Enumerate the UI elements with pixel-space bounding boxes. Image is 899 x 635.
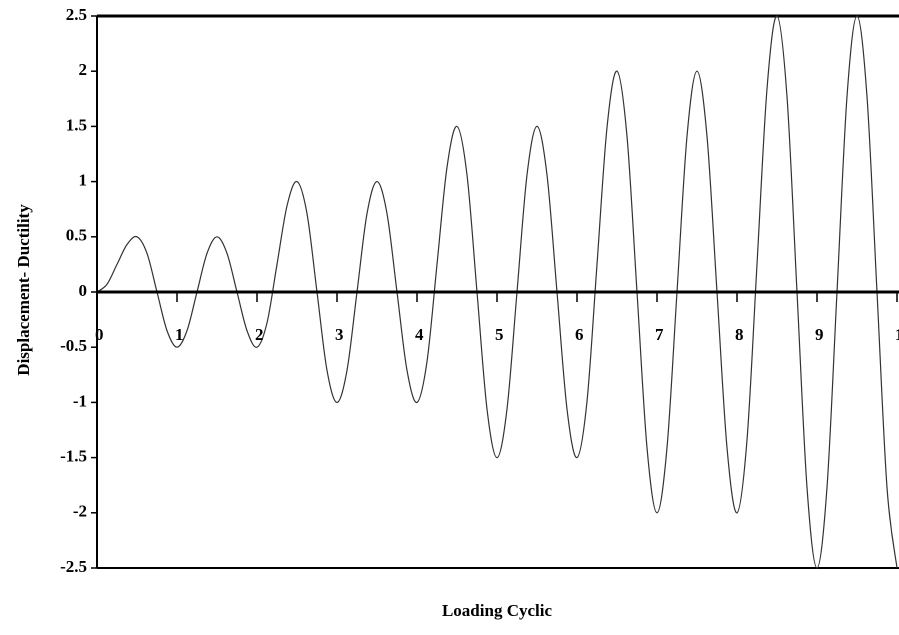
y-tick-label: 1.5 (66, 115, 87, 134)
x-tick-label: 0 (95, 325, 104, 344)
x-tick-label: 4 (415, 325, 424, 344)
x-axis-label: Loading Cyclic (442, 601, 552, 620)
y-tick-label: 0.5 (66, 226, 87, 245)
y-tick-label: -2 (73, 502, 87, 521)
y-tick-label: 2 (79, 60, 88, 79)
x-tick-label: 8 (735, 325, 744, 344)
y-tick-label: -1 (73, 391, 87, 410)
data-line (96, 15, 898, 569)
x-tick-label: 2 (255, 325, 264, 344)
x-tick-label: 6 (575, 325, 584, 344)
y-tick-label: -2.5 (60, 557, 87, 576)
x-tick-label: 5 (495, 325, 504, 344)
x-tick-label: 10 (895, 325, 899, 344)
y-tick-label: -1.5 (60, 447, 87, 466)
x-tick-label: 3 (335, 325, 344, 344)
y-tick-label: 1 (79, 171, 88, 190)
y-tick-label: 2.5 (66, 5, 87, 24)
x-tick-label: 1 (175, 325, 184, 344)
y-tick-label: -0.5 (60, 336, 87, 355)
x-tick-label: 9 (815, 325, 824, 344)
y-tick-label: 0 (79, 281, 88, 300)
x-tick-label: 7 (655, 325, 664, 344)
y-axis-label: Displacement- Ductility (14, 204, 33, 376)
